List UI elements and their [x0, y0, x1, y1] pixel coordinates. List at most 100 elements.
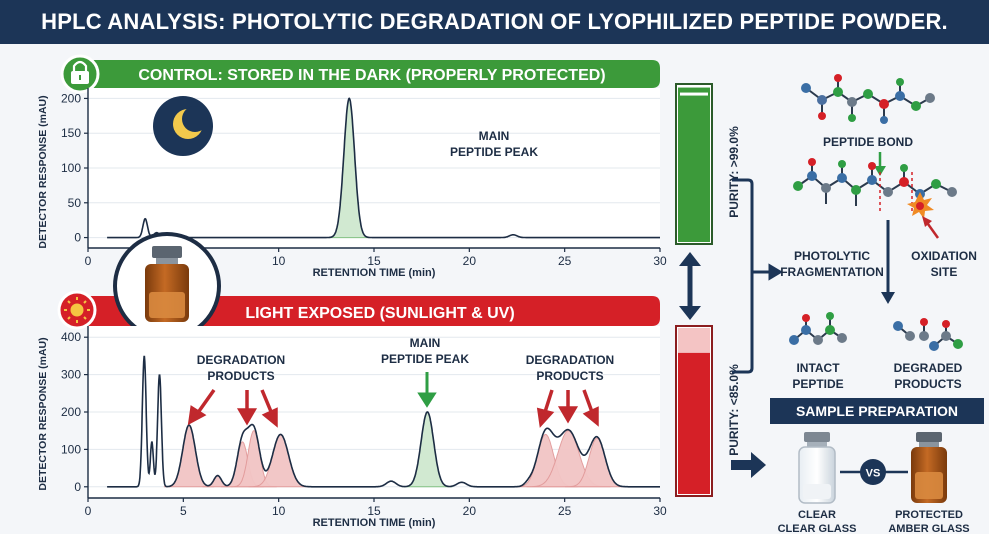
y-tick-label: 50 [68, 196, 82, 210]
light-panel: LIGHT EXPOSED (SUNLIGHT & UV) [37, 232, 741, 529]
degradation-label-left: DEGRADATION [197, 353, 285, 367]
y-tick-label: 0 [74, 231, 81, 245]
oxidation-label: SITE [931, 265, 958, 279]
control-chromatogram-trace [107, 97, 660, 239]
oxidation-burst-icon [907, 192, 934, 219]
intact-peptide-label: INTACT [796, 361, 840, 375]
y-axis-label: DETECTOR RESPONSE (mAU) [37, 337, 49, 490]
x-tick-label: 15 [367, 254, 381, 268]
degradation-arrow-icon [260, 389, 278, 428]
photolytic-label: FRAGMENTATION [780, 265, 884, 279]
y-tick-label: 200 [61, 91, 81, 105]
y-axis: 0 100 200 300 400 [61, 326, 89, 498]
title-bar [0, 0, 989, 44]
photolytic-label: PHOTOLYTIC [794, 249, 870, 263]
x-axis: 0 5 10 15 20 25 30 [85, 497, 667, 518]
vs-connector [840, 459, 908, 485]
x-tick-label: 25 [558, 254, 572, 268]
x-tick-label: 30 [653, 504, 667, 518]
x-tick-label: 10 [272, 504, 286, 518]
sample-prep-header-bar [770, 398, 984, 424]
light-panel-header-bar [78, 296, 660, 326]
fragmentation-arrow-icon [881, 220, 895, 304]
y-tick-label: 0 [74, 480, 81, 494]
control-main-peak-label: PEPTIDE PEAK [450, 145, 538, 159]
light-main-peak-label: MAIN [410, 336, 441, 350]
x-axis-label: RETENTION TIME (min) [313, 267, 436, 279]
light-purity-label: PURITY: <85.0% [727, 364, 741, 456]
light-chart: 0 100 200 300 400 0 5 10 15 20 25 30 DETECTOR RESP… [37, 326, 667, 529]
light-chromatogram-trace [107, 355, 660, 488]
light-main-peak-label: PEPTIDE PEAK [381, 352, 469, 366]
light-panel-header: LIGHT EXPOSED (SUNLIGHT & UV) [245, 305, 514, 322]
intact-peptide-icon [789, 312, 847, 345]
degradation-label-left: PRODUCTS [207, 369, 274, 383]
degraded-products-icon [893, 318, 963, 351]
peptide-bond-label: PEPTIDE BOND [823, 135, 913, 149]
degradation-arrow-icon [536, 389, 555, 428]
intact-peptide-label: PEPTIDE [792, 377, 843, 391]
x-tick-label: 30 [653, 254, 667, 268]
vs-badge: VS [866, 468, 881, 480]
control-panel-header-bar [78, 60, 660, 88]
light-purity-fill [678, 352, 710, 494]
y-tick-label: 100 [61, 442, 81, 456]
degradation-arrow-icon [582, 389, 599, 427]
y-tick-label: 150 [61, 126, 81, 140]
x-tick-label: 0 [85, 254, 92, 268]
lock-icon [60, 54, 100, 94]
moon-icon [153, 96, 213, 156]
x-tick-label: 25 [558, 504, 572, 518]
control-panel-header: CONTROL: STORED IN THE DARK (PROPERLY PR… [138, 67, 605, 84]
amber-vial-icon [113, 232, 221, 340]
x-tick-label: 20 [463, 504, 477, 518]
degradation-label-right: DEGRADATION [526, 353, 614, 367]
protected-vial-label: AMBER GLASS [888, 523, 969, 534]
clear-vial-label: CLEAR [798, 509, 836, 521]
y-tick-label: 400 [61, 330, 81, 344]
molecule-panel: PEPTIDE BOND [770, 74, 984, 534]
peptide-bond-arrow-icon [874, 152, 886, 176]
oxidation-label: OXIDATION [911, 249, 977, 263]
sun-icon [57, 290, 97, 330]
degradation-arrow-icon [187, 388, 216, 426]
x-tick-label: 0 [85, 504, 92, 518]
y-axis: 0 50 100 150 200 [61, 88, 89, 248]
light-purity-gauge: PURITY: <85.0% [675, 325, 741, 497]
compare-arrow-icon [679, 252, 701, 320]
control-purity-fill [678, 87, 710, 242]
fragmenting-molecule-icon [793, 158, 957, 212]
x-tick-label: 15 [367, 504, 381, 518]
x-tick-label: 10 [272, 254, 286, 268]
page-title: HPLC ANALYSIS: PHOTOLYTIC DEGRADATION OF… [41, 9, 948, 34]
y-tick-label: 200 [61, 405, 81, 419]
control-purity-gauge: PURITY: >99.0% [675, 83, 741, 245]
bracket-connector [732, 178, 783, 374]
y-tick-label: 300 [61, 368, 81, 382]
sample-prep-header: SAMPLE PREPARATION [796, 403, 958, 419]
degraded-products-label: PRODUCTS [894, 377, 961, 391]
degradation-arrow-icon [557, 390, 579, 424]
degraded-products-label: DEGRADED [894, 361, 963, 375]
x-axis-label: RETENTION TIME (min) [313, 517, 436, 529]
control-purity-label: PURITY: >99.0% [727, 126, 741, 218]
clear-vial-label: CLEAR GLASS [778, 523, 857, 534]
sample-prep-arrow-icon [731, 452, 766, 478]
peptide-molecule-icon [801, 74, 935, 124]
degradation-label-right: PRODUCTS [536, 369, 603, 383]
x-tick-label: 5 [180, 504, 187, 518]
figure-canvas: CONTROL: STORED IN THE DARK (PROPERLY PR… [37, 54, 984, 534]
clear-vial-icon [798, 432, 836, 504]
y-axis-label: DETECTOR RESPONSE (mAU) [37, 95, 49, 248]
amber-vial-icon [911, 432, 947, 503]
oxidation-arrow-icon [922, 216, 940, 239]
protected-vial-label: PROTECTED [895, 509, 963, 521]
control-panel: CONTROL: STORED IN THE DARK (PROPERLY PR… [37, 54, 741, 279]
y-tick-label: 100 [61, 161, 81, 175]
control-main-peak-label: MAIN [479, 129, 510, 143]
degradation-arrow-icon [236, 390, 258, 426]
control-purity-tip [680, 92, 708, 96]
main-peak-arrow-icon [417, 372, 437, 408]
x-tick-label: 20 [463, 254, 477, 268]
